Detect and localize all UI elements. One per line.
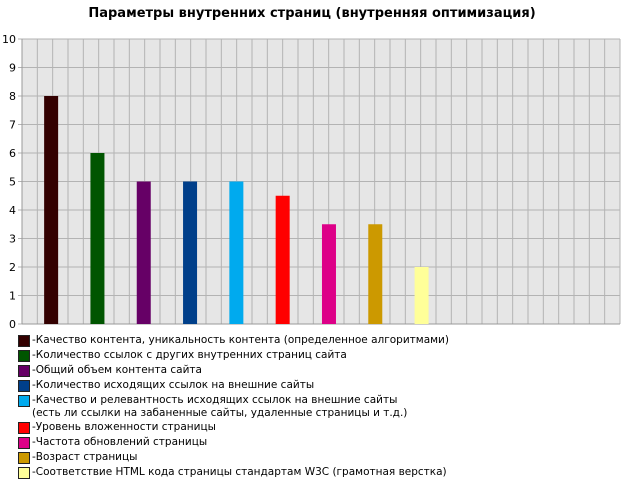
- bar: [321, 224, 336, 324]
- bar: [183, 181, 198, 324]
- y-tick-label: 8: [9, 90, 16, 103]
- y-tick-label: 4: [9, 204, 16, 217]
- chart-title: Параметры внутренних страниц (внутренняя…: [88, 6, 536, 21]
- legend-label: -Возраст страницы: [32, 451, 138, 463]
- legend-label: -Уровень вложенности страницы: [32, 421, 216, 433]
- legend-swatch: [18, 350, 30, 362]
- legend-label: -Частота обновлений страницы: [32, 436, 208, 448]
- legend-swatch: [18, 437, 30, 449]
- y-tick-label: 2: [9, 261, 16, 274]
- legend-label: -Соответствие HTML кода страницы стандар…: [32, 466, 447, 478]
- legend-label: -Качество и релевантность исходящих ссыл…: [32, 394, 408, 419]
- legend-label: -Общий объем контента сайта: [32, 364, 202, 376]
- legend-item: -Количество ссылок с других внутренних с…: [18, 349, 449, 364]
- y-tick-label: 3: [9, 233, 16, 246]
- legend-label: -Качество контента, уникальность контент…: [32, 334, 449, 346]
- legend: -Качество контента, уникальность контент…: [18, 334, 449, 481]
- y-tick-label: 1: [9, 290, 16, 303]
- bar: [368, 224, 383, 324]
- y-tick-label: 7: [9, 119, 16, 132]
- legend-label: -Количество исходящих ссылок на внешние …: [32, 379, 315, 391]
- bar: [44, 96, 59, 324]
- legend-item: -Уровень вложенности страницы: [18, 421, 449, 436]
- bar: [136, 181, 151, 324]
- bar: [414, 267, 429, 324]
- legend-item: -Качество контента, уникальность контент…: [18, 334, 449, 349]
- legend-swatch: [18, 380, 30, 392]
- legend-item: -Частота обновлений страницы: [18, 436, 449, 451]
- y-tick-label: 9: [9, 62, 16, 75]
- legend-label: -Количество ссылок с других внутренних с…: [32, 349, 347, 361]
- bar-chart: 0 1 2 3 4 5 6 7 8 9 10: [2, 33, 621, 331]
- y-tick-label: 10: [2, 33, 16, 46]
- y-tick-label: 6: [9, 147, 16, 160]
- legend-swatch: [18, 452, 30, 464]
- y-tick-label: 5: [9, 176, 16, 189]
- bar: [229, 181, 244, 324]
- legend-item: -Количество исходящих ссылок на внешние …: [18, 379, 449, 394]
- legend-swatch: [18, 365, 30, 377]
- legend-swatch: [18, 395, 30, 407]
- legend-swatch: [18, 422, 30, 434]
- bar: [90, 153, 105, 324]
- legend-swatch: [18, 467, 30, 479]
- y-tick-label: 0: [9, 318, 16, 331]
- legend-item: -Соответствие HTML кода страницы стандар…: [18, 466, 449, 481]
- legend-swatch: [18, 335, 30, 347]
- bar: [275, 195, 290, 324]
- legend-item: -Общий объем контента сайта: [18, 364, 449, 379]
- legend-item: -Возраст страницы: [18, 451, 449, 466]
- legend-item: -Качество и релевантность исходящих ссыл…: [18, 394, 449, 421]
